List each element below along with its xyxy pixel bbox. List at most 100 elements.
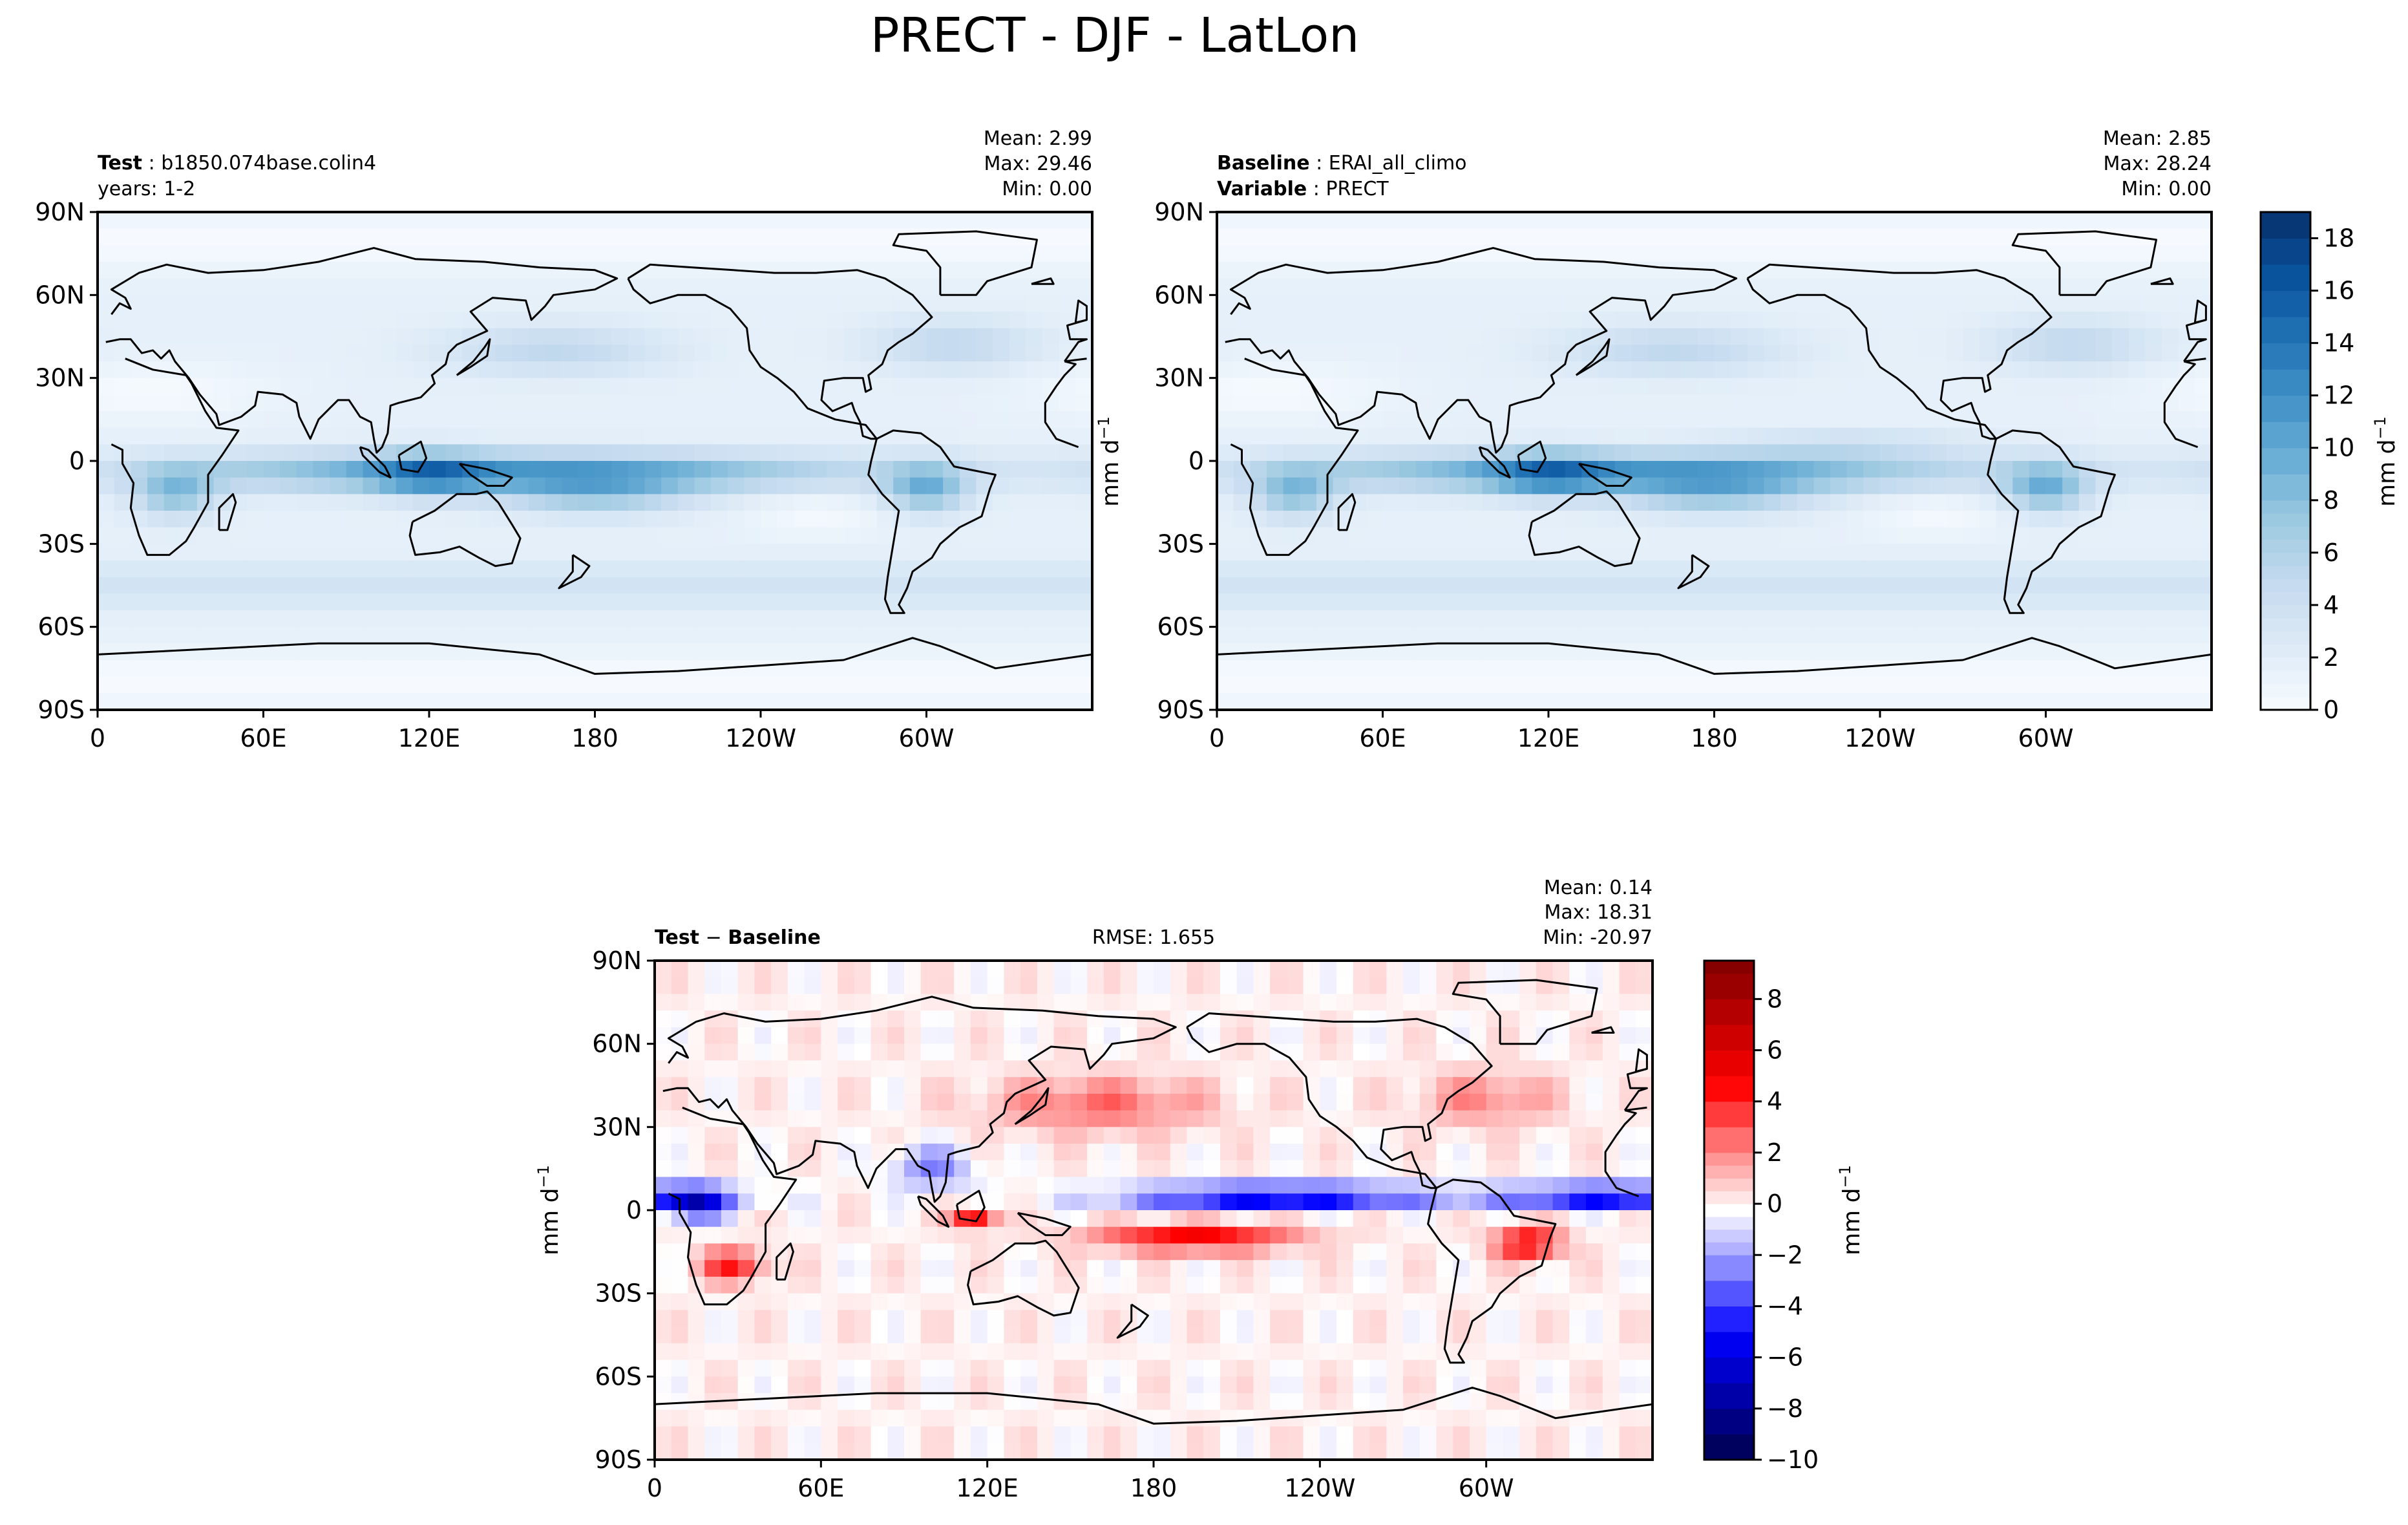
map-cell (545, 577, 562, 594)
map-cell (987, 1027, 1005, 1045)
map-cell (2145, 478, 2162, 495)
map-cell (1598, 528, 1615, 544)
map-cell (1320, 1177, 1337, 1195)
map-cell (2012, 295, 2029, 312)
map-cell (1996, 394, 2013, 411)
map-cell (827, 693, 844, 710)
map-cell (1287, 961, 1304, 978)
map-cell (330, 627, 346, 644)
map-cell (379, 610, 396, 627)
map-cell (147, 511, 164, 528)
map-cell (805, 1160, 822, 1178)
map-cell (412, 660, 429, 677)
map-cell (2062, 511, 2079, 528)
map-cell (180, 461, 197, 478)
map-cell (1532, 229, 1548, 246)
map-cell (1631, 478, 1648, 495)
map-cell (1797, 444, 1814, 461)
map-cell (1847, 511, 1864, 528)
map-cell (2079, 378, 2096, 395)
map-cell (2195, 544, 2212, 560)
map-cell (893, 394, 910, 411)
map-cell (1797, 593, 1814, 610)
map-cell (887, 1060, 905, 1078)
map-cell (1237, 1177, 1254, 1195)
map-cell (2179, 560, 2195, 577)
map-cell (2162, 693, 2179, 710)
map-cell (1320, 1027, 1337, 1045)
map-cell (1847, 328, 1864, 345)
map-cell (1569, 1144, 1587, 1161)
map-cell (821, 1243, 838, 1261)
map-cell (1748, 693, 1764, 710)
map-cell (2129, 461, 2146, 478)
map-cell (2046, 461, 2063, 478)
map-cell (821, 1027, 838, 1045)
map-cell (1220, 1227, 1238, 1244)
map-cell (838, 994, 855, 1011)
map-cell (1764, 677, 1780, 694)
map-cell (1880, 560, 1897, 577)
map-cell (827, 461, 844, 478)
map-cell (1287, 977, 1304, 995)
map-cell (313, 279, 330, 295)
map-cell (147, 229, 164, 246)
map-cell (1615, 660, 1632, 677)
map-cell (644, 610, 661, 627)
map-cell (1648, 229, 1665, 246)
map-cell (1665, 660, 1682, 677)
map-cell (1054, 977, 1072, 995)
map-cell (297, 560, 313, 577)
map-cell (247, 560, 264, 577)
map-cell (1715, 328, 1731, 345)
map-cell (1482, 229, 1499, 246)
map-cell (2129, 245, 2146, 262)
map-cell (1283, 693, 1300, 710)
map-cell (754, 1094, 772, 1111)
map-cell (1996, 378, 2013, 395)
map-cell (611, 394, 628, 411)
map-cell (429, 478, 446, 495)
map-cell (1253, 1060, 1271, 1078)
map-cell (976, 544, 993, 560)
map-cell (1336, 1193, 1354, 1211)
map-cell (821, 1160, 838, 1178)
map-cell (2129, 279, 2146, 295)
map-cell (738, 977, 755, 995)
map-cell (794, 428, 810, 445)
map-cell (297, 577, 313, 594)
map-cell (2145, 411, 2162, 428)
map-cell (1137, 1044, 1154, 1061)
map-cell (976, 378, 993, 395)
map-cell (1503, 1193, 1520, 1211)
map-cell (711, 279, 728, 295)
map-cell (396, 660, 413, 677)
map-cell (479, 577, 496, 594)
map-cell (1466, 560, 1483, 577)
map-cell (744, 560, 761, 577)
map-cell (728, 444, 745, 461)
map-cell (1383, 328, 1400, 345)
map-cell (1731, 378, 1748, 395)
map-cell (1336, 1243, 1354, 1261)
map-cell (644, 428, 661, 445)
map-cell (843, 295, 860, 312)
map-cell (1386, 1044, 1404, 1061)
map-cell (1449, 411, 1466, 428)
map-cell (761, 229, 777, 246)
map-cell (147, 279, 164, 295)
map-cell (738, 1227, 755, 1244)
map-cell (871, 1094, 889, 1111)
map-cell (1636, 1227, 1653, 1244)
map-cell (671, 1010, 689, 1028)
map-cell (114, 528, 131, 544)
map-cell (131, 212, 147, 229)
map-cell (1386, 1243, 1404, 1261)
map-cell (1715, 378, 1731, 395)
map-cell (1466, 544, 1483, 560)
map-cell (2145, 361, 2162, 378)
map-cell (1780, 593, 1797, 610)
map-cell (180, 627, 197, 644)
map-cell (2195, 577, 2212, 594)
map-cell (1075, 478, 1092, 495)
